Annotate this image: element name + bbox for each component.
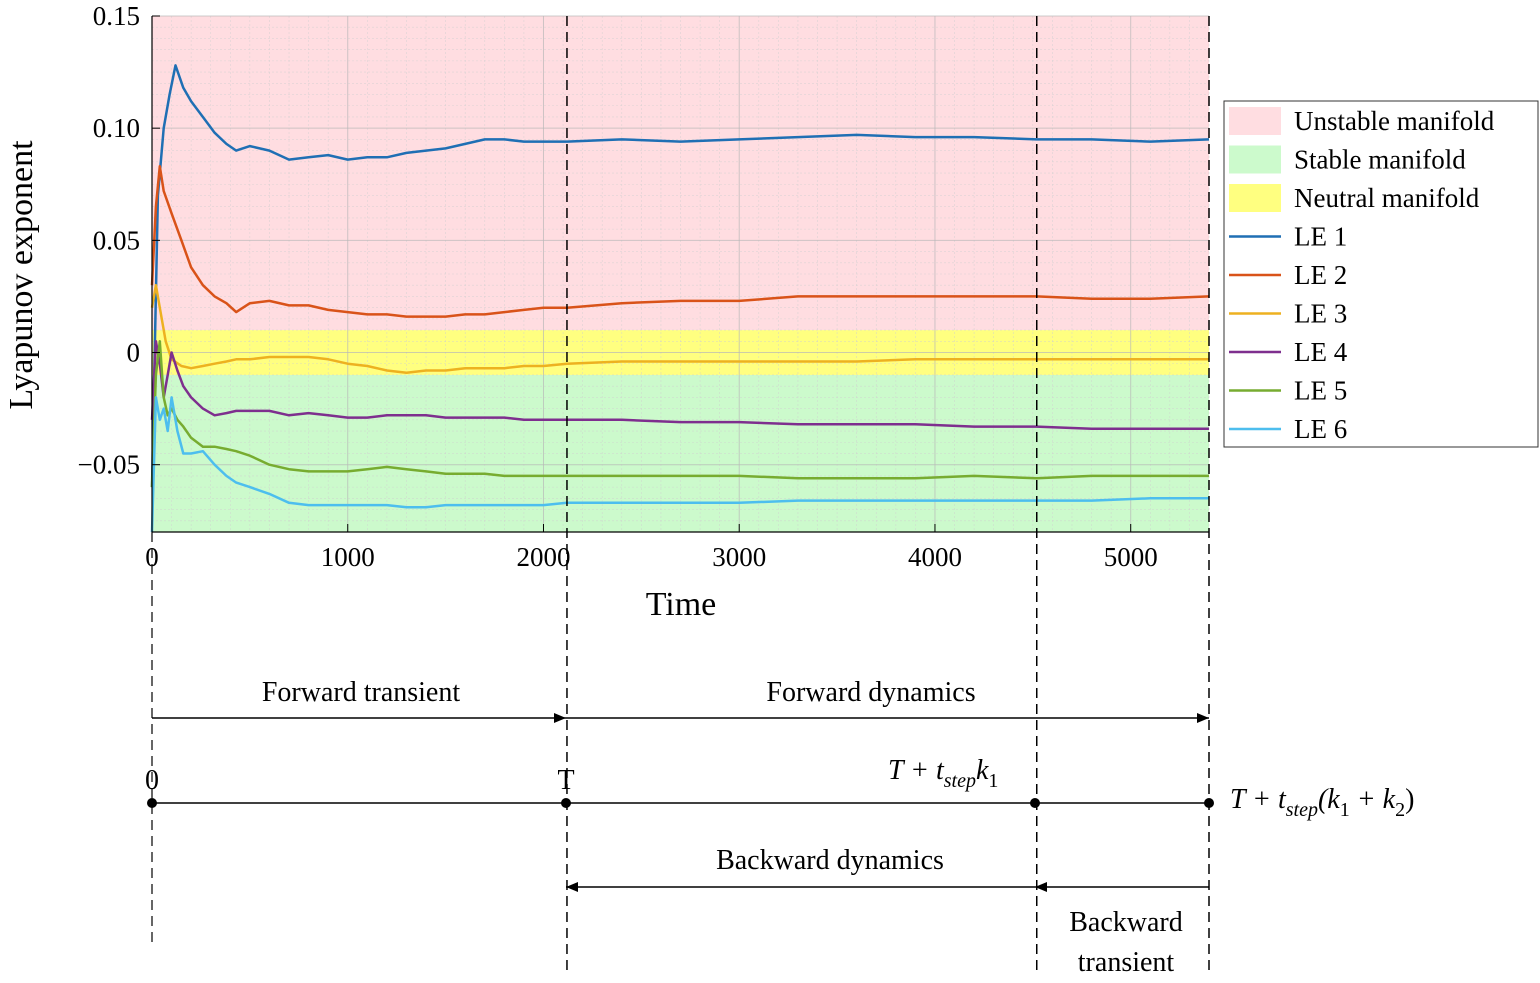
forward-arrowhead-2 [1197,713,1209,723]
time-label-0: 0 [145,765,159,796]
series-lines [150,64,1210,533]
series-line-le4 [150,340,1209,431]
label-forward-dynamics: Forward dynamics [766,677,975,708]
x-tick-label: 3000 [712,542,766,572]
label-backward-transient-2: transient [1078,947,1175,978]
y-tick-label: 0.05 [93,225,140,255]
legend-label: Neutral manifold [1294,183,1480,213]
legend: Unstable manifold Stable manifold Neutral … [1223,100,1539,448]
y-tick-label: 0.15 [93,1,140,31]
y-tick-label: 0.10 [93,113,140,143]
forward-arrowhead-1 [554,713,566,723]
legend-label: Stable manifold [1294,145,1466,175]
y-tick-label: 0 [127,338,141,368]
x-tick-label: 4000 [908,542,962,572]
series-line-le2 [150,165,1210,318]
series-line-le5 [150,340,1209,488]
time-label-k1: T + tstepk1 [888,755,998,792]
x-tick-label: 1000 [321,542,375,572]
legend-swatch [1229,145,1281,174]
series-line-le3 [150,283,1209,374]
label-forward-transient: Forward transient [262,677,461,708]
legend-label: LE 6 [1294,414,1347,444]
legend-swatch [1229,107,1281,135]
label-backward-transient-1: Backward [1069,907,1183,938]
legend-label: LE 4 [1294,337,1348,367]
backward-arrowhead-2 [1035,882,1047,892]
legend-label: LE 5 [1294,376,1347,406]
timeline: Forward transient Forward dynamics Backw… [145,677,1414,978]
x-axis-label: Time [646,586,717,623]
time-label-k1k2: T + tstep(k1 + k2) [1230,784,1414,821]
backward-arrowhead-1 [566,882,578,892]
time-label-T: T [557,765,574,796]
time-point-k1k2 [1204,798,1214,808]
label-backward-dynamics: Backward dynamics [716,845,944,876]
y-tick-label: −0.05 [78,450,140,480]
time-point-k1 [1030,798,1040,808]
time-point-0 [147,798,157,808]
grid [151,15,1210,533]
legend-label: Unstable manifold [1294,106,1495,136]
x-tick-label: 5000 [1104,542,1158,572]
legend-label: LE 2 [1294,260,1347,290]
legend-label: LE 3 [1294,299,1347,329]
phase-lines [151,16,1210,975]
time-point-T [561,798,571,808]
series-line-le6 [150,396,1209,533]
x-tick-label: 2000 [516,542,570,572]
legend-swatch [1229,184,1281,212]
legend-label: LE 1 [1294,222,1347,252]
y-axis-label: Lyapunov exponent [3,140,40,410]
series-line-le1 [150,64,1210,488]
